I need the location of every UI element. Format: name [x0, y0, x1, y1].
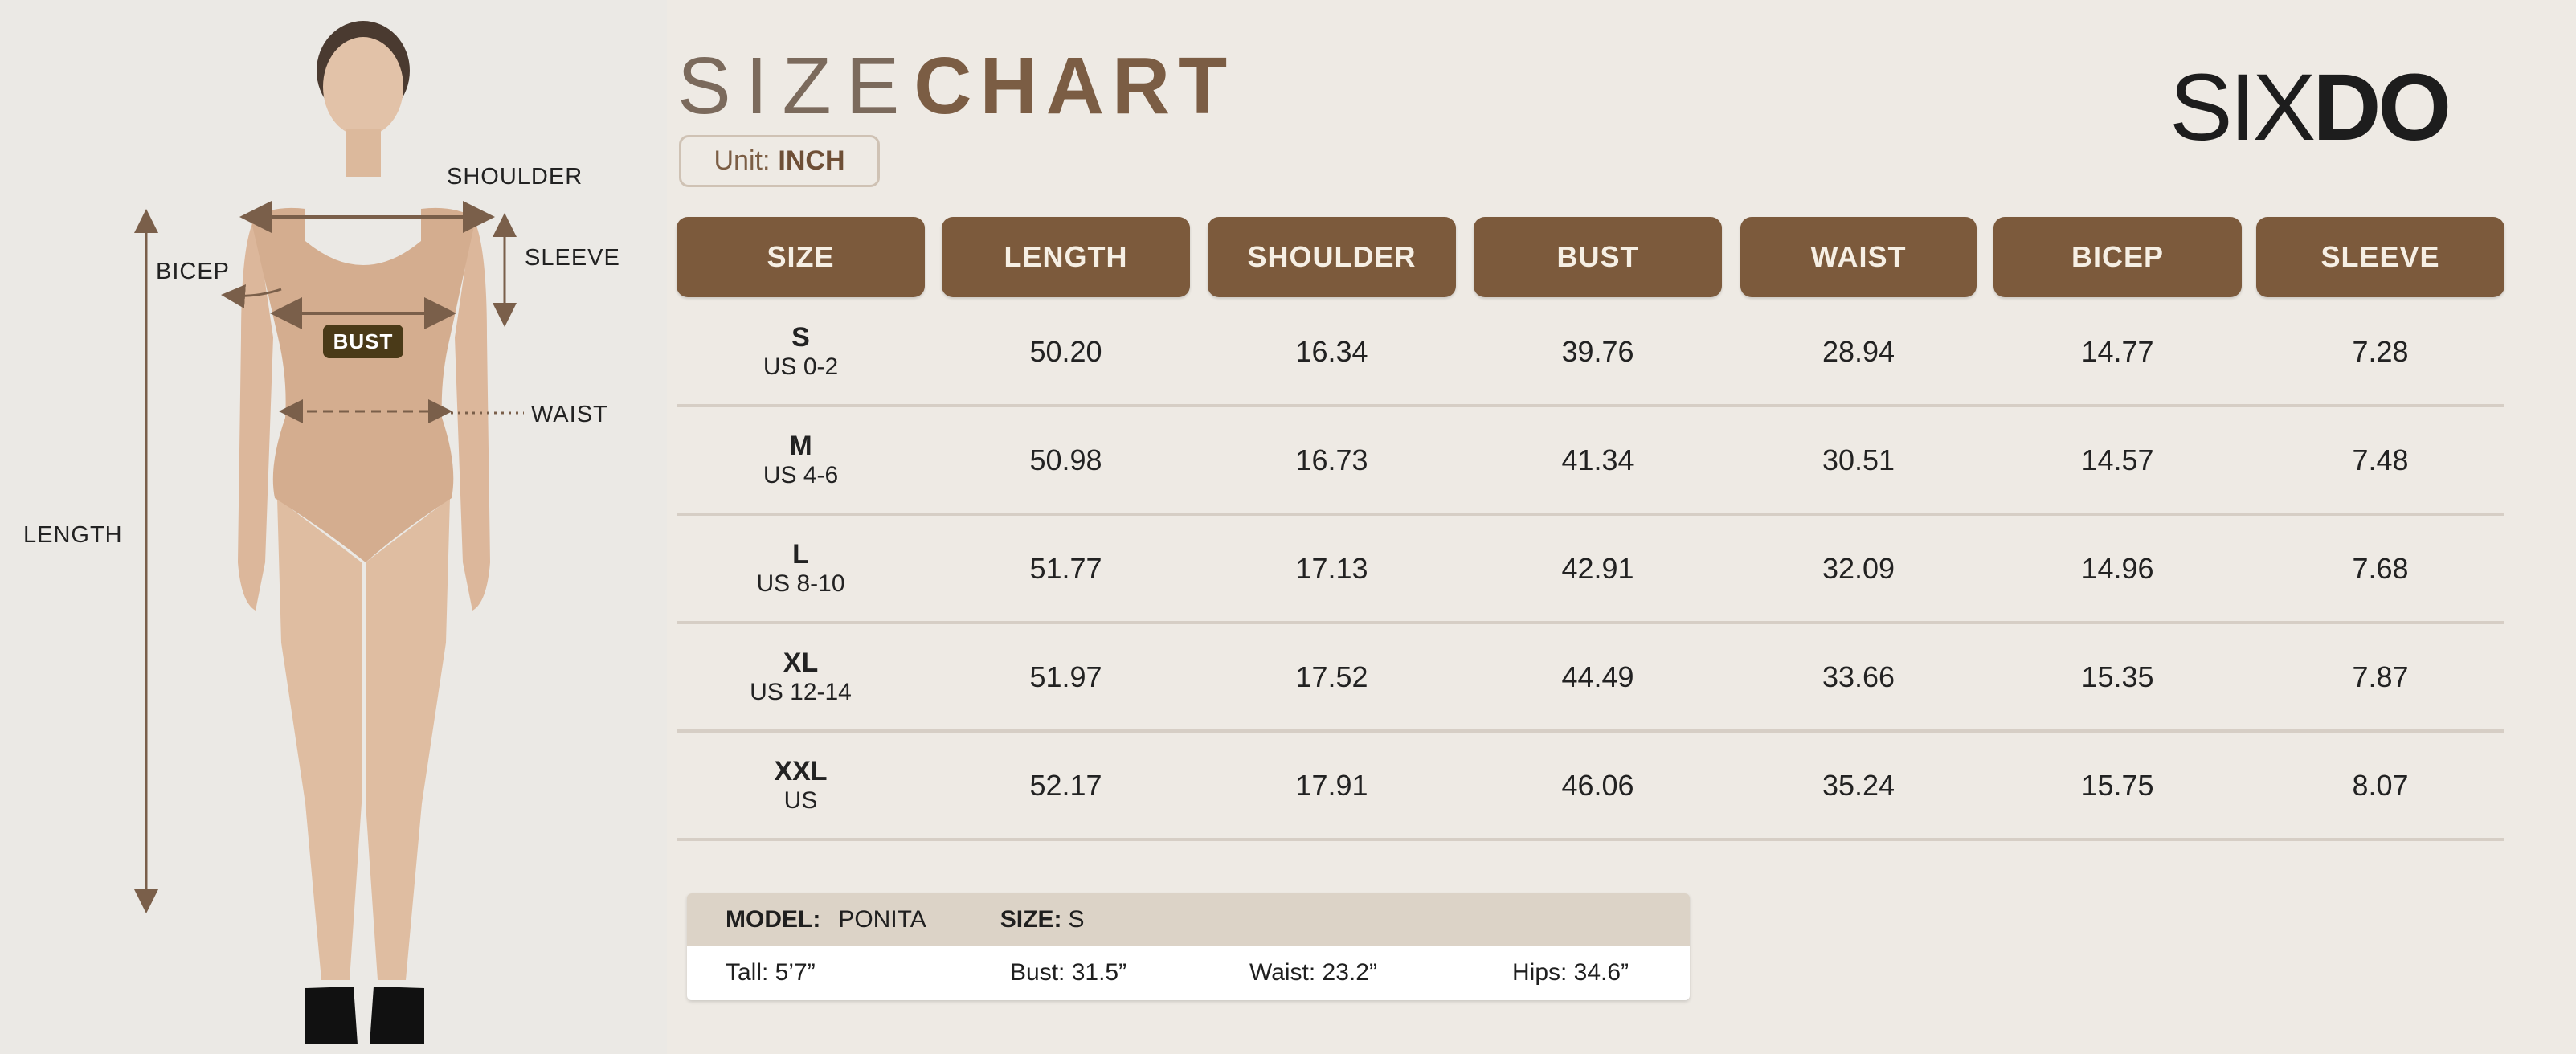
page-title: SIZECHART [677, 42, 1235, 130]
title-bold: CHART [914, 41, 1236, 131]
cell-bicep: 14.57 [2081, 443, 2154, 476]
row-divider [677, 621, 2504, 624]
cell-waist: 28.94 [1822, 334, 1895, 368]
sleeve-label: SLEEVE [525, 245, 620, 271]
us-size: US 8-10 [756, 570, 845, 597]
cell-sleeve: 7.28 [2352, 334, 2409, 368]
unit-value: INCH [778, 145, 845, 176]
table-row: L US 8-10 51.77 17.13 42.91 32.09 14.96 7.68 [677, 516, 2504, 624]
cell-bust: 42.91 [1561, 551, 1634, 585]
unit-label: Unit: [714, 145, 771, 176]
cell-shoulder: 16.73 [1295, 443, 1368, 476]
cell-bicep: 14.96 [2081, 551, 2154, 585]
logo-part2: DO [2312, 55, 2451, 161]
cell-length: 50.98 [1029, 443, 1102, 476]
brand-logo: SIXDO [2169, 59, 2451, 156]
column-header-size: SIZE [677, 217, 925, 297]
table-row: M US 4-6 50.98 16.73 41.34 30.51 14.57 7.48 [677, 407, 2504, 516]
size-cell: S US 0-2 [677, 299, 925, 404]
model-info-box: MODEL: PONITA SIZE: S Tall: 5’7” Bust: 3… [687, 893, 1690, 1000]
cell-waist: 35.24 [1822, 768, 1895, 802]
size-name: XL [783, 647, 819, 678]
cell-bust: 41.34 [1561, 443, 1634, 476]
size-name: XXL [774, 755, 828, 786]
model-label: MODEL: [726, 906, 821, 933]
column-header-shoulder: SHOULDER [1208, 217, 1456, 297]
table-row: XL US 12-14 51.97 17.52 44.49 33.66 15.35 7.87 [677, 624, 2504, 733]
cell-waist: 32.09 [1822, 551, 1895, 585]
cell-sleeve: 7.68 [2352, 551, 2409, 585]
model-bust: Bust: 31.5” [1010, 959, 1127, 986]
bust-badge: BUST [323, 325, 403, 358]
row-divider [677, 404, 2504, 407]
cell-bust: 46.06 [1561, 768, 1634, 802]
us-size: US 4-6 [763, 461, 839, 488]
cell-bicep: 14.77 [2081, 334, 2154, 368]
cell-shoulder: 17.13 [1295, 551, 1368, 585]
size-cell: XXL US [677, 733, 925, 838]
model-waist: Waist: 23.2” [1249, 959, 1377, 986]
cell-length: 50.20 [1029, 334, 1102, 368]
table-row: S US 0-2 50.20 16.34 39.76 28.94 14.77 7.28 [677, 299, 2504, 407]
bicep-label: BICEP [156, 259, 231, 284]
bicep-arrow [221, 284, 282, 308]
size-name: M [789, 430, 812, 461]
column-header-waist: WAIST [1740, 217, 1977, 297]
row-divider [677, 513, 2504, 516]
size-cell: L US 8-10 [677, 516, 925, 621]
model-info-header: MODEL: PONITA SIZE: S [687, 893, 1690, 946]
cell-sleeve: 7.87 [2352, 660, 2409, 693]
cell-waist: 30.51 [1822, 443, 1895, 476]
title-light: SIZE [677, 41, 914, 131]
length-label: LENGTH [23, 522, 123, 548]
cell-shoulder: 16.34 [1295, 334, 1368, 368]
column-header-bust: BUST [1474, 217, 1722, 297]
model-hips: Hips: 34.6” [1512, 959, 1629, 986]
cell-bust: 39.76 [1561, 334, 1634, 368]
cell-bust: 44.49 [1561, 660, 1634, 693]
cell-length: 51.77 [1029, 551, 1102, 585]
us-size: US 12-14 [750, 678, 852, 705]
table-row: XXL US 52.17 17.91 46.06 35.24 15.75 8.07 [677, 733, 2504, 841]
cell-sleeve: 8.07 [2352, 768, 2409, 802]
cell-length: 51.97 [1029, 660, 1102, 693]
model-name: PONITA [838, 906, 926, 933]
cell-shoulder: 17.52 [1295, 660, 1368, 693]
row-divider [677, 729, 2504, 733]
model-figure-panel: SHOULDER BICEP SLEEVE WAIST LENGTH BUST [0, 0, 667, 1054]
us-size: US [783, 786, 818, 814]
model-silhouette-illustration [134, 21, 524, 1044]
cell-length: 52.17 [1029, 768, 1102, 802]
shoulder-label: SHOULDER [447, 164, 583, 190]
cell-waist: 33.66 [1822, 660, 1895, 693]
model-measurements: Tall: 5’7” Bust: 31.5” Waist: 23.2” Hips… [687, 946, 1690, 1000]
column-header-sleeve: SLEEVE [2256, 217, 2504, 297]
cell-bicep: 15.35 [2081, 660, 2154, 693]
cell-shoulder: 17.91 [1295, 768, 1368, 802]
size-name: S [791, 321, 810, 353]
size-name: L [792, 538, 809, 570]
logo-part1: SIX [2169, 55, 2316, 161]
size-cell: M US 4-6 [677, 407, 925, 513]
model-tall: Tall: 5’7” [726, 959, 816, 986]
model-size-label: SIZE: [1000, 906, 1062, 933]
size-cell: XL US 12-14 [677, 624, 925, 729]
waist-label: WAIST [531, 402, 608, 427]
cell-sleeve: 7.48 [2352, 443, 2409, 476]
column-header-bicep: BICEP [1993, 217, 2242, 297]
row-divider [677, 838, 2504, 841]
us-size: US 0-2 [763, 353, 839, 380]
column-header-length: LENGTH [942, 217, 1190, 297]
cell-bicep: 15.75 [2081, 768, 2154, 802]
unit-badge: Unit: INCH [679, 135, 880, 187]
model-size-value: S [1068, 906, 1085, 933]
